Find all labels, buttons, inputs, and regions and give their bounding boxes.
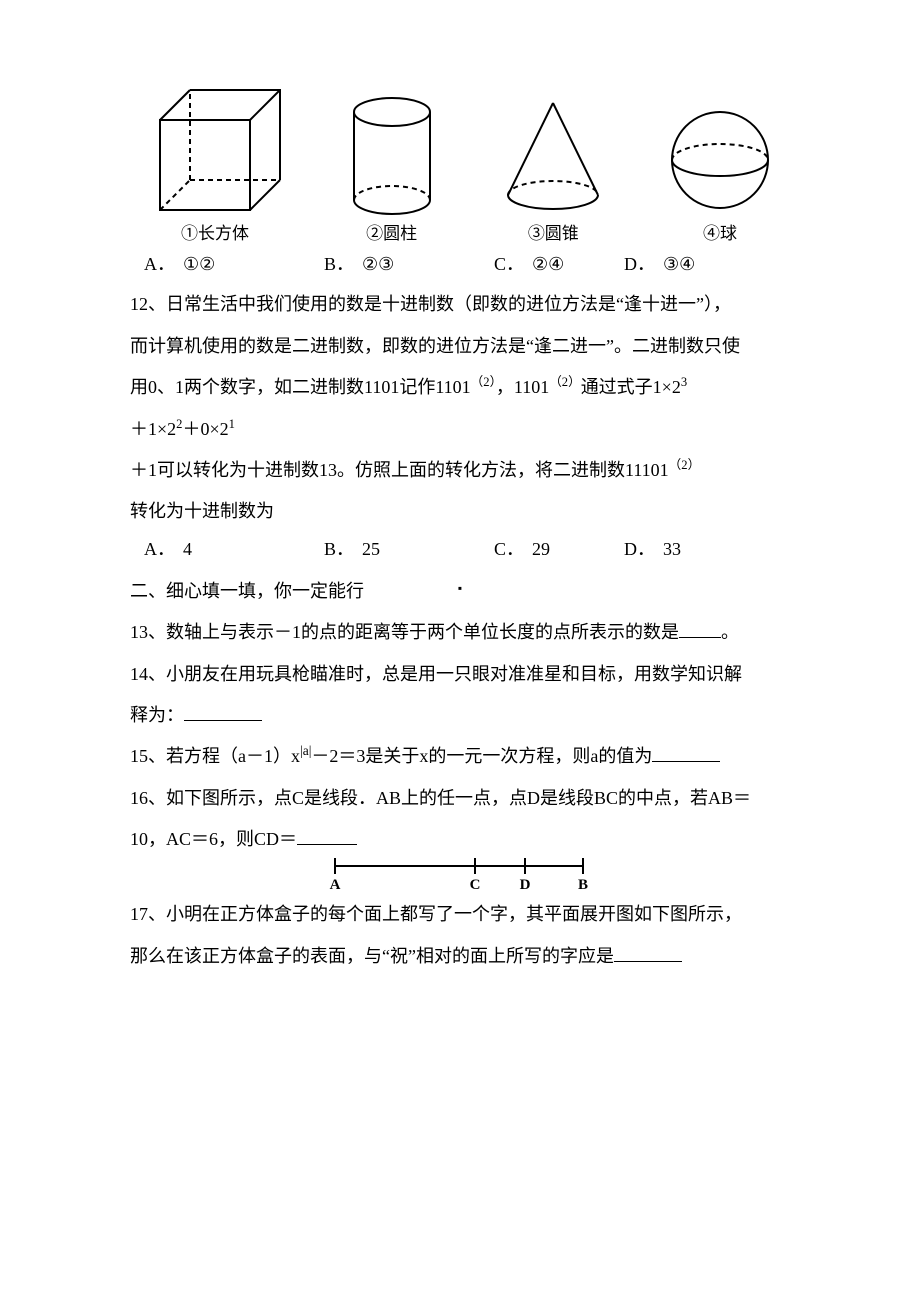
q14-l2-pre: 释为： [130,705,184,725]
q12-a-letter: A． [144,537,175,562]
q13-post: 。 [721,622,739,642]
q14-line1: 14、小朋友在用玩具枪瞄准时，总是用一只眼对准准星和目标，用数学知识解 [130,654,790,695]
q12-l3-a: ＋1×2 [130,419,176,439]
cuboid-figure: ①长方体 [140,80,290,244]
q15-abs: |a| [300,743,311,758]
q12-line2b: 用0、1两个数字，如二进制数1101记作1101（2），1101（2）通过式子1… [130,367,790,408]
q12-l3-exp1: 1 [229,417,235,431]
q17-blank [614,943,682,962]
sphere-label: ④球 [703,224,737,244]
q13-pre: 13、数轴上与表示－1的点的距离等于两个单位长度的点所表示的数是 [130,622,679,642]
q15-mid: －2＝3是关于x的一元一次方程，则a的值为 [311,746,652,766]
section-2-text: 二、细心填一填，你一定能行 [130,581,364,601]
svg-text:D: D [520,877,531,892]
q11-c-text: ②④ [532,252,564,277]
q12-line5: 转化为十进制数为 [130,491,790,532]
q12-l2b-sup2: （2） [549,375,580,389]
q11-a-letter: A． [144,252,175,277]
q16-line1: 16、如下图所示，点C是线段．AB上的任一点，点D是线段BC的中点，若AB＝ [130,778,790,819]
line-segment-svg: ACDB [325,856,595,892]
q13-line: 13、数轴上与表示－1的点的距离等于两个单位长度的点所表示的数是 。 [130,612,790,653]
q11-d-letter: D． [624,252,655,277]
q11-a-text: ①② [183,252,215,277]
q12-opt-a: A． 4 [144,537,192,562]
q12-b-text: 25 [362,537,380,562]
q11-c-letter: C． [494,252,524,277]
q12-l2b-mid: ，1101 [496,377,549,397]
q11-opt-b: B． ②③ [324,252,394,277]
q12-line1: 12、日常生活中我们使用的数是十进制数（即数的进位方法是“逢十进一”）， [130,284,790,325]
q12-c-letter: C． [494,537,524,562]
q12-line3: ＋1×22＋0×21 [130,409,790,450]
cylinder-figure: ②圆柱 [337,90,447,244]
solids-figure-row: ①长方体 ②圆柱 [140,80,780,244]
q12-a-text: 4 [183,537,192,562]
q12-l3-b: ＋0×2 [182,419,228,439]
q12-line2a: 而计算机使用的数是二进制数，即数的进位方法是“逢二进一”。二进制数只使 [130,326,790,367]
q16-blank [297,826,357,845]
cuboid-svg [140,80,290,220]
q12-l4-sup: （2） [669,458,700,472]
q12-d-text: 33 [663,537,681,562]
q13-blank [679,619,721,638]
sphere-svg [660,100,780,220]
q12-c-text: 29 [532,537,550,562]
cylinder-label: ②圆柱 [366,224,417,244]
center-dot: ▪ [458,575,462,603]
q11-options: A． ①② B． ②③ C． ②④ D． ③④ [144,252,790,278]
section-2-heading: 二、细心填一填，你一定能行 ▪ [130,571,790,612]
svg-text:C: C [470,877,481,892]
q12-l2b-post: 通过式子1×2 [581,377,681,397]
q12-opt-c: C． 29 [494,537,550,562]
q14-line2: 释为： [130,695,790,736]
q15-line: 15、若方程（a－1）x|a|－2＝3是关于x的一元一次方程，则a的值为 [130,736,790,777]
cone-label: ③圆锥 [528,224,579,244]
q12-opt-d: D． 33 [624,537,681,562]
q11-opt-c: C． ②④ [494,252,564,277]
q12-d-letter: D． [624,537,655,562]
line-segment-figure: ACDB [130,856,790,892]
q12-l4-pre: ＋1可以转化为十进制数13。仿照上面的转化方法，将二进制数11101 [130,460,669,480]
q12-options: A． 4 B． 25 C． 29 D． 33 [144,537,790,565]
q11-opt-d: D． ③④ [624,252,695,277]
svg-text:A: A [330,877,341,892]
q17-line1: 17、小明在正方体盒子的每个面上都写了一个字，其平面展开图如下图所示， [130,894,790,935]
q16-line2: 10，AC＝6，则CD＝ [130,819,790,860]
q12-opt-b: B． 25 [324,537,380,562]
cuboid-label: ①长方体 [181,224,249,244]
svg-text:B: B [578,877,588,892]
cone-figure: ③圆锥 [493,95,613,244]
q15-pre: 15、若方程（a－1）x [130,746,300,766]
q12-l2b-pre: 用0、1两个数字，如二进制数1101记作1101 [130,377,471,397]
q15-blank [652,743,720,762]
q12-l2b-exp3: 3 [681,375,687,389]
q11-b-letter: B． [324,252,354,277]
cylinder-svg [337,90,447,220]
q12-line4: ＋1可以转化为十进制数13。仿照上面的转化方法，将二进制数11101（2） [130,450,790,491]
cone-svg [493,95,613,220]
q11-b-text: ②③ [362,252,394,277]
q17-line2: 那么在该正方体盒子的表面，与“祝”相对的面上所写的字应是 [130,936,790,977]
q12-b-letter: B． [324,537,354,562]
sphere-figure: ④球 [660,100,780,244]
q17-l2-pre: 那么在该正方体盒子的表面，与“祝”相对的面上所写的字应是 [130,946,614,966]
q14-blank [184,702,262,721]
q11-d-text: ③④ [663,252,695,277]
q16-l2-pre: 10，AC＝6，则CD＝ [130,829,297,849]
q12-l2b-sup1: （2） [471,375,496,389]
q11-opt-a: A． ①② [144,252,215,277]
